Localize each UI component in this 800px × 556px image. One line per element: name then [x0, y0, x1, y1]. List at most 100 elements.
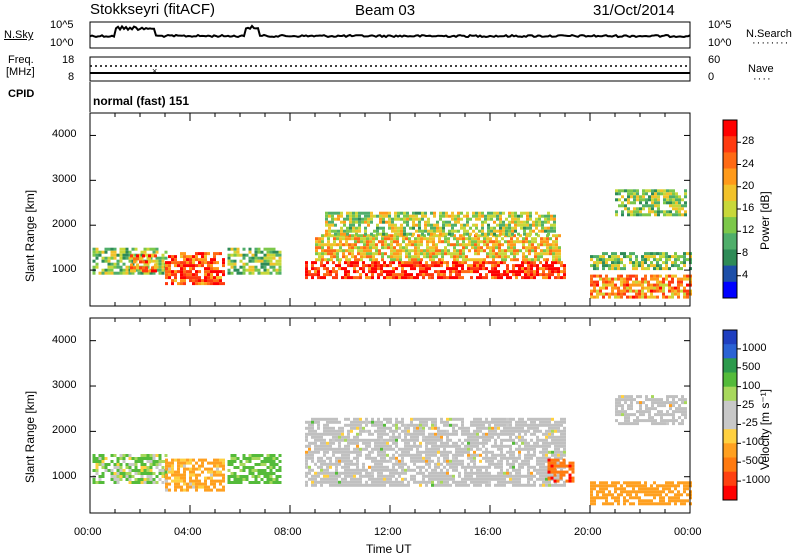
- heatmap-cell-4: [446, 264, 449, 268]
- heatmap-cell-5: [474, 249, 477, 253]
- heatmap-cell-6: [367, 220, 370, 224]
- heatmap-cell-7: [683, 277, 686, 281]
- heatmap-cell-5: [432, 246, 435, 250]
- heatmap-cell-5: [522, 258, 525, 262]
- heatmap-cell-7: [671, 277, 674, 281]
- heatmap-cell-3: [320, 468, 323, 472]
- heatmap-cell-4: [353, 276, 356, 280]
- heatmap-cell-7: [593, 283, 596, 287]
- heatmap-cell-5: [510, 246, 513, 250]
- heatmap-cell-0: [107, 262, 111, 266]
- heatmap-cell-6: [331, 211, 334, 215]
- heatmap-cell-4: [524, 276, 527, 280]
- heatmap-cell-9: [651, 201, 654, 205]
- heatmap-cell-4: [455, 276, 458, 280]
- heatmap-cell-5: [450, 243, 453, 247]
- heatmap-cell-6: [484, 217, 487, 221]
- heatmap-cell-3: [305, 438, 308, 442]
- heatmap-cell-4: [467, 270, 470, 274]
- heatmap-cell-3: [371, 474, 374, 478]
- heatmap-cell-5: [671, 481, 674, 485]
- heatmap-cell-3: [548, 441, 551, 445]
- heatmap-cell-3: [320, 447, 323, 451]
- heatmap-cell-0: [113, 472, 117, 475]
- heatmap-cell-6: [370, 214, 373, 218]
- heatmap-cell-4: [326, 267, 329, 271]
- heatmap-cell-8: [617, 264, 620, 268]
- heatmap-cell-3: [467, 435, 470, 439]
- heatmap-cell-3: [431, 453, 434, 457]
- heatmap-cell-3: [305, 483, 308, 487]
- heatmap-cell-6: [636, 410, 639, 414]
- heatmap-cell-0: [119, 265, 123, 269]
- heatmap-cell-3: [434, 474, 437, 478]
- heatmap-cell-3: [371, 417, 374, 421]
- heatmap-cell-6: [364, 226, 367, 230]
- heatmap-cell-6: [529, 214, 532, 218]
- heatmap-cell-5: [384, 252, 387, 256]
- heatmap-cell-4: [560, 276, 563, 280]
- heatmap-cell-5: [489, 252, 492, 256]
- heatmap-cell-5: [489, 249, 492, 253]
- heatmap-cell-6: [454, 220, 457, 224]
- heatmap-cell-5: [659, 502, 662, 506]
- heatmap-cell-1: [216, 470, 219, 474]
- heatmap-cell-3: [488, 471, 491, 475]
- heatmap-cell-3: [377, 471, 380, 475]
- heatmap-cell-0: [110, 256, 114, 260]
- heatmap-cell-6: [412, 214, 415, 218]
- heatmap-cell-5: [629, 502, 632, 506]
- heatmap-cell-9: [678, 213, 681, 217]
- heatmap-cell-0: [146, 466, 150, 469]
- heatmap-cell-6: [627, 395, 630, 399]
- heatmap-cell-6: [391, 226, 394, 230]
- heatmap-cell-5: [665, 481, 668, 485]
- heatmap-cell-3: [383, 456, 386, 460]
- heatmap-cell-6: [523, 229, 526, 233]
- heatmap-cell-5: [650, 487, 653, 491]
- heatmap-cell-9: [621, 213, 624, 217]
- heatmap-cell-5: [602, 484, 605, 488]
- heatmap-cell-5: [462, 252, 465, 256]
- heatmap-cell-3: [458, 444, 461, 448]
- heatmap-cell-8: [635, 261, 638, 265]
- heatmap-cell-5: [647, 502, 650, 506]
- heatmap-cell-0: [152, 271, 156, 275]
- heatmap-cell-3: [368, 465, 371, 469]
- heatmap-cell-6: [660, 404, 663, 408]
- heatmap-cell-3: [437, 471, 440, 475]
- heatmap-cell-5: [402, 237, 405, 241]
- heatmap-cell-3: [515, 459, 518, 463]
- heatmap-cell-6: [639, 404, 642, 408]
- heatmap-cell-3: [251, 268, 255, 272]
- heatmap-cell-6: [645, 410, 648, 414]
- heatmap-cell-3: [452, 441, 455, 445]
- heatmap-cell-6: [627, 398, 630, 402]
- heatmap-cell-5: [396, 237, 399, 241]
- heatmap-cell-1: [171, 467, 174, 471]
- heatmap-cell-4: [542, 270, 545, 274]
- heatmap-cell-3: [404, 447, 407, 451]
- heatmap-cell-2: [207, 279, 210, 283]
- heatmap-cell-8: [614, 258, 617, 262]
- heatmap-cell-1: [148, 257, 151, 261]
- heatmap-cell-4: [455, 267, 458, 271]
- heatmap-cell-3: [452, 477, 455, 481]
- heatmap-cell-3: [425, 444, 428, 448]
- heatmap-cell-7: [620, 295, 623, 299]
- heatmap-cell-1: [195, 479, 198, 483]
- heatmap-cell-4: [305, 270, 308, 274]
- heatmap-cell-3: [485, 426, 488, 430]
- heatmap-cell-5: [593, 499, 596, 503]
- heatmap-cell-3: [425, 420, 428, 424]
- heatmap-cell-5: [596, 493, 599, 497]
- heatmap-cell-2: [195, 273, 198, 277]
- x-tick-label: 04:00: [174, 526, 202, 538]
- heatmap-cell-5: [543, 243, 546, 247]
- heatmap-cell-6: [412, 211, 415, 215]
- heatmap-cell-6: [678, 416, 681, 420]
- heatmap-cell-2: [216, 276, 219, 280]
- heatmap-cell-5: [534, 237, 537, 241]
- heatmap-cell-3: [428, 441, 431, 445]
- heatmap-cell-3: [509, 453, 512, 457]
